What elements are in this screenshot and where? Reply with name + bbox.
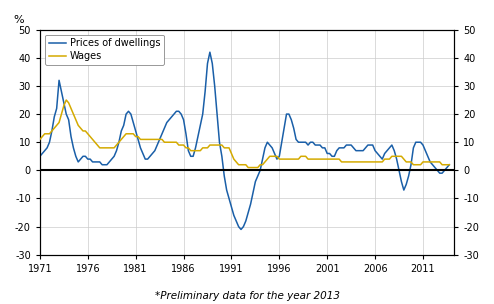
Text: *Preliminary data for the year 2013: *Preliminary data for the year 2013: [155, 291, 339, 301]
Wages: [171, 140, 177, 144]
Line: Wages: Wages: [40, 100, 450, 168]
Line: Prices of dwellings: Prices of dwellings: [40, 52, 450, 230]
Prices of dwellings: [37, 154, 43, 158]
Prices of dwellings: [68, 135, 74, 138]
Prices of dwellings: [260, 157, 266, 161]
Prices of dwellings: [284, 112, 289, 116]
Wages: [447, 163, 453, 167]
Wages: [63, 98, 69, 102]
Wages: [245, 166, 251, 169]
Legend: Prices of dwellings, Wages: Prices of dwellings, Wages: [45, 35, 165, 65]
Wages: [37, 138, 43, 141]
Prices of dwellings: [447, 163, 453, 167]
Wages: [260, 163, 266, 167]
Prices of dwellings: [207, 50, 213, 54]
Wages: [224, 146, 230, 150]
Prices of dwellings: [238, 228, 244, 231]
Prices of dwellings: [168, 115, 174, 119]
Wages: [71, 112, 77, 116]
Prices of dwellings: [224, 188, 230, 192]
Prices of dwellings: [157, 138, 163, 141]
Wages: [159, 138, 165, 141]
Wages: [284, 157, 289, 161]
Text: %: %: [13, 15, 24, 25]
